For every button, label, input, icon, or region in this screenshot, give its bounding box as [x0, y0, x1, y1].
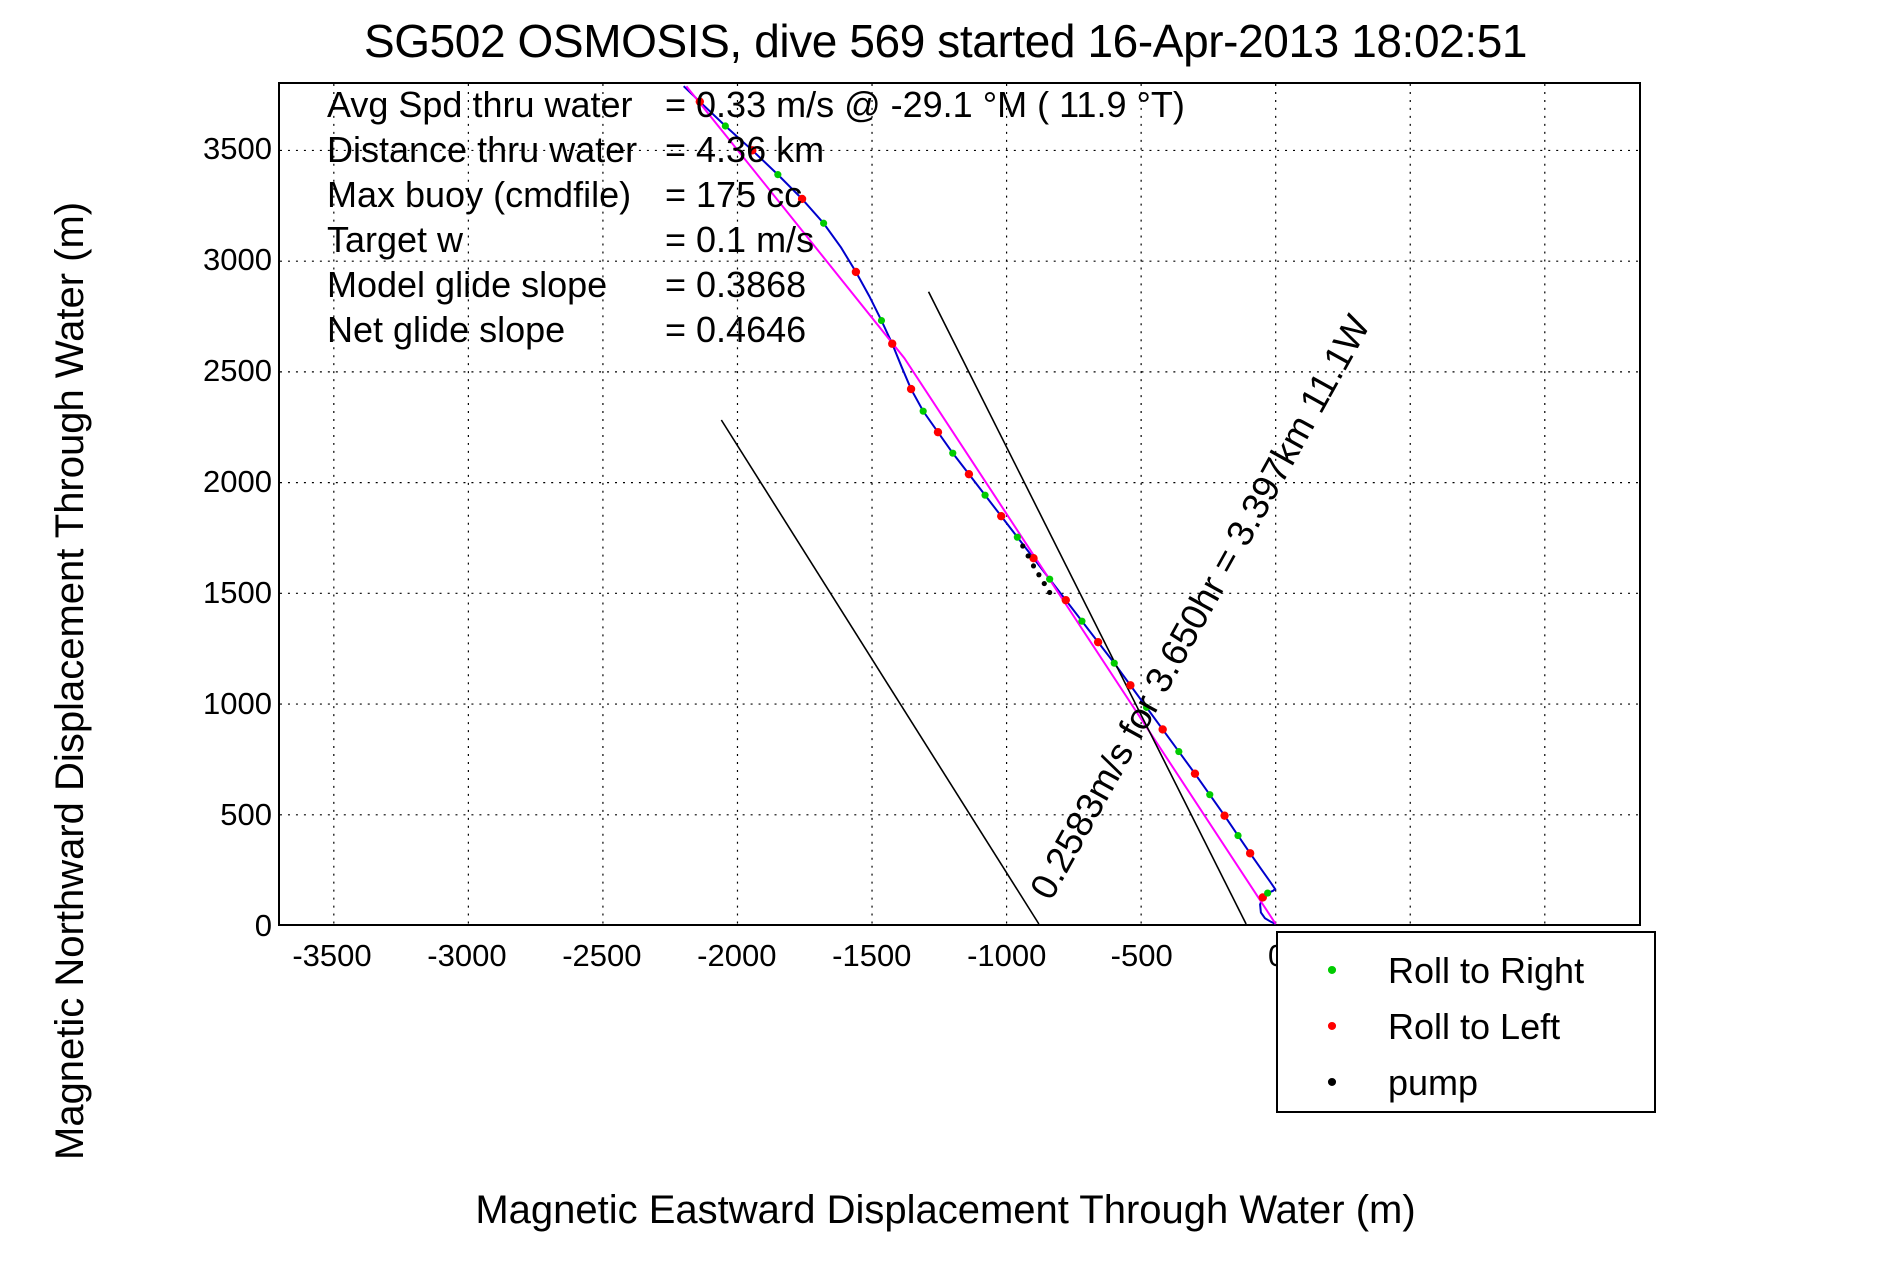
annotation-value: = 0.33 m/s @ -29.1 °M ( 11.9 °T) [665, 84, 1185, 125]
legend-item[interactable]: • pump [1278, 1053, 1654, 1113]
marker-roll-left [906, 384, 916, 394]
marker-roll-left [1245, 849, 1255, 858]
marker-roll-left [1093, 637, 1103, 647]
marker-pump [1036, 572, 1042, 578]
marker-roll-left [1126, 681, 1135, 690]
y-axis-label: Magnetic Northward Displacement Through … [48, 201, 92, 1160]
marker-roll-right [1206, 791, 1214, 799]
legend-item[interactable]: • Roll to Right [1278, 941, 1654, 1001]
marker-roll-left [1158, 725, 1167, 734]
marker-roll-right [1078, 617, 1086, 625]
marker-roll-right [919, 407, 927, 415]
marker-roll-right [820, 219, 828, 227]
marker-roll-left [851, 267, 861, 277]
marker-roll-right [1046, 575, 1054, 583]
marker-pump [1030, 563, 1037, 569]
legend-marker-icon: • [1326, 1010, 1338, 1043]
marker-roll-right [981, 491, 989, 499]
annotation-label: Net glide slope [327, 309, 566, 350]
x-tick-label: -2000 [697, 938, 777, 973]
legend-marker-icon: • [1326, 1066, 1338, 1099]
y-tick-label: 2000 [203, 463, 272, 499]
y-tick-label: 1500 [203, 574, 272, 610]
marker-roll-left [1190, 769, 1200, 778]
annotation-label: Avg Spd thru water [327, 84, 633, 125]
legend-box: • Roll to Right • Roll to Left • pump [1276, 931, 1656, 1113]
series-reference-line-b [927, 291, 1247, 925]
marker-pump [1025, 553, 1031, 559]
marker-roll-left [888, 339, 897, 348]
marker-roll-left [933, 427, 943, 437]
x-tick-label: -1000 [967, 938, 1047, 973]
legend-label: Roll to Right [1388, 950, 1585, 991]
plot-area [278, 82, 1641, 926]
annotation-value: = 4.36 km [665, 129, 825, 170]
marker-roll-left [695, 97, 704, 106]
marker-roll-left [1258, 893, 1267, 902]
grid-lines [280, 84, 1639, 926]
marker-pump [1047, 589, 1053, 596]
marker-roll-right [1264, 889, 1272, 897]
x-tick-label: -1500 [832, 938, 912, 973]
series-reference-line-a [720, 419, 1040, 925]
marker-roll-right [949, 449, 957, 457]
data-series-layer [682, 85, 1277, 925]
y-tick-label: 0 [254, 908, 272, 943]
x-tick-label: -500 [1110, 938, 1173, 973]
marker-roll-right [877, 316, 886, 325]
x-tick-label: -3500 [292, 938, 372, 973]
marker-roll-left [997, 511, 1006, 521]
annotation-label: Distance thru water [327, 129, 638, 170]
chart-title: SG502 OSMOSIS, dive 569 started 16-Apr-2… [363, 15, 1528, 67]
marker-pump [1041, 580, 1047, 587]
marker-roll-right [1110, 659, 1118, 667]
annotation-value: = 0.3868 [665, 264, 807, 305]
y-tick-label: 1000 [203, 685, 272, 721]
annotation-label: Max buoy (cmdfile) [327, 174, 632, 215]
marker-roll-right [774, 171, 782, 179]
annotation-label: Model glide slope [327, 264, 608, 305]
annotation-label: Target w [327, 219, 464, 260]
legend-marker-icon: • [1326, 954, 1338, 987]
marker-roll-right [1234, 831, 1242, 840]
marker-roll-left [1029, 553, 1038, 563]
marker-roll-left [1061, 595, 1070, 605]
legend-label: pump [1388, 1062, 1479, 1103]
marker-roll-left [797, 194, 807, 204]
x-tick-label: -2500 [562, 938, 642, 973]
x-axis-label: Magnetic Eastward Displacement Through W… [475, 1188, 1416, 1232]
marker-roll-left [1220, 811, 1229, 820]
marker-roll-right [1142, 703, 1151, 711]
annotation-value: = 0.1 m/s [665, 219, 815, 260]
annotation-value: = 0.4646 [665, 309, 807, 350]
legend-item[interactable]: • Roll to Left [1278, 997, 1654, 1057]
marker-roll-left [964, 469, 974, 479]
annotation-value: = 175 cc [665, 174, 803, 215]
marker-roll-right [721, 122, 729, 130]
marker-roll-left [748, 146, 757, 155]
y-tick-label: 500 [220, 796, 272, 832]
marker-pump [1020, 543, 1026, 549]
y-tick-label: 3000 [203, 241, 272, 277]
x-tick-label: -3000 [427, 938, 507, 973]
legend-label: Roll to Left [1388, 1006, 1561, 1047]
y-tick-label: 2500 [203, 352, 272, 388]
y-tick-label: 3500 [203, 130, 272, 166]
marker-roll-right [1175, 747, 1183, 756]
marker-roll-right [1013, 533, 1021, 541]
